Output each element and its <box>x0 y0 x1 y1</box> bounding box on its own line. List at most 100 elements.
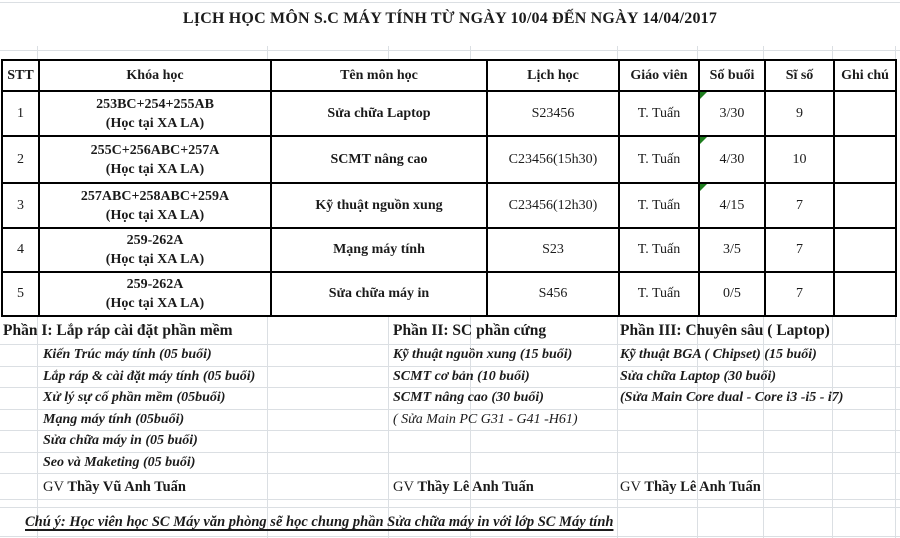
cell-lich-hoc: S23456 <box>486 90 620 137</box>
cell-giao-vien: T. Tuấn <box>618 90 700 137</box>
khoa-hoc-line2: (Học tại XA LA) <box>105 207 205 223</box>
gv-name: Thầy Lê Anh Tuấn <box>644 479 761 495</box>
col-header-ten-mon-hoc: Tên môn học <box>270 59 488 92</box>
so-buoi-value: 0/5 <box>723 286 741 301</box>
course-item: Mạng máy tính (05buổi) <box>43 411 185 427</box>
table-row: 4 259-262A (Học tại XA LA) Mạng máy tính… <box>1 227 897 273</box>
cell-ghi-chu <box>833 271 897 317</box>
cell-khoa-hoc: 257ABC+258ABC+259A (Học tại XA LA) <box>38 182 272 229</box>
instructor-line: GV Thầy Lê Anh Tuấn <box>393 475 534 499</box>
khoa-hoc-line1: 253BC+254+255AB <box>96 96 214 112</box>
col-header-khoa-hoc: Khóa học <box>38 59 272 92</box>
gv-name: Thầy Lê Anh Tuấn <box>417 479 534 495</box>
cell-ten-mon-hoc: Sửa chữa Laptop <box>270 90 488 137</box>
col-header-si-so: Sĩ số <box>764 59 835 92</box>
table-row: 2 255C+256ABC+257A (Học tại XA LA) SCMT … <box>1 135 897 184</box>
khoa-hoc-line1: 257ABC+258ABC+259A <box>80 188 230 204</box>
excel-error-flag-icon <box>701 138 707 144</box>
section-part2: Phần II: SC phần cứng Kỹ thuật nguồn xun… <box>393 318 615 430</box>
cell-ten-mon-hoc: Sửa chữa máy in <box>270 271 488 317</box>
cell-ghi-chu <box>833 135 897 184</box>
col-header-lich-hoc: Lịch học <box>486 59 620 92</box>
excel-error-flag-icon <box>701 93 707 99</box>
course-item: (Sửa Main Core dual - Core i3 -i5 - i7) <box>620 390 844 405</box>
gridline <box>0 452 900 453</box>
col-header-so-buoi: Số buổi <box>698 59 766 92</box>
gridline <box>0 50 900 51</box>
gridline <box>0 536 900 537</box>
instructor-line: GV Thầy Lê Anh Tuấn <box>620 475 761 499</box>
cell-so-buoi: 3/5 <box>698 227 766 273</box>
table-row: 1 253BC+254+255AB (Học tại XA LA) Sửa ch… <box>1 90 897 137</box>
note-line: Chú ý: Học viên học SC Máy văn phòng sẽ … <box>25 514 614 530</box>
instructor-line: GV Thầy Vũ Anh Tuấn <box>43 475 186 499</box>
course-item: SCMT nâng cao (30 buổi) <box>393 390 544 405</box>
col-header-stt: STT <box>1 59 40 92</box>
course-item: Kỹ thuật nguồn xung (15 buổi) <box>393 347 573 362</box>
course-item: Kiến Trúc máy tính (05 buổi) <box>43 347 212 362</box>
cell-giao-vien: T. Tuấn <box>618 182 700 229</box>
cell-lich-hoc: C23456(12h30) <box>486 182 620 229</box>
cell-ghi-chu <box>833 182 897 229</box>
cell-khoa-hoc: 259-262A (Học tại XA LA) <box>38 227 272 273</box>
cell-si-so: 7 <box>764 227 835 273</box>
section-heading: Phần II: SC phần cứng <box>393 322 547 339</box>
khoa-hoc-line1: 259-262A <box>126 233 184 248</box>
cell-lich-hoc: S456 <box>486 271 620 317</box>
section-heading: Phần I: Lắp ráp cài đặt phần mềm <box>3 322 233 339</box>
so-buoi-value: 3/5 <box>723 242 741 257</box>
cell-si-so: 9 <box>764 90 835 137</box>
cell-si-so: 7 <box>764 182 835 229</box>
cell-stt: 3 <box>1 182 40 229</box>
cell-so-buoi: 3/30 <box>698 90 766 137</box>
so-buoi-value: 4/30 <box>719 151 745 167</box>
schedule-table: STT Khóa học Tên môn học Lịch học Giáo v… <box>1 59 897 317</box>
cell-so-buoi: 4/15 <box>698 182 766 229</box>
table-row: 5 259-262A (Học tại XA LA) Sửa chữa máy … <box>1 271 897 317</box>
section-part1: Phần I: Lắp ráp cài đặt phần mềm Kiến Tr… <box>3 318 383 473</box>
gridline <box>0 473 900 474</box>
khoa-hoc-line1: 255C+256ABC+257A <box>90 142 220 158</box>
cell-khoa-hoc: 255C+256ABC+257A (Học tại XA LA) <box>38 135 272 184</box>
cell-si-so: 10 <box>764 135 835 184</box>
section-part3: Phần III: Chuyên sâu ( Laptop) Kỹ thuật … <box>620 318 898 409</box>
gridline <box>0 499 900 500</box>
cell-si-so: 7 <box>764 271 835 317</box>
khoa-hoc-line2: (Học tại XA LA) <box>105 296 205 311</box>
so-buoi-value: 3/30 <box>719 105 745 121</box>
cell-khoa-hoc: 259-262A (Học tại XA LA) <box>38 271 272 317</box>
cell-giao-vien: T. Tuấn <box>618 227 700 273</box>
gv-name: Thầy Vũ Anh Tuấn <box>67 479 186 495</box>
cell-stt: 1 <box>1 90 40 137</box>
cell-stt: 4 <box>1 227 40 273</box>
cell-ten-mon-hoc: SCMT nâng cao <box>270 135 488 184</box>
col-header-giao-vien: Giáo viên <box>618 59 700 92</box>
course-item: Seo và Maketing (05 buổi) <box>43 454 196 470</box>
gridline <box>0 409 900 410</box>
khoa-hoc-line2: (Học tại XA LA) <box>105 115 205 131</box>
gv-prefix: GV <box>43 479 64 495</box>
page-title: LỊCH HỌC MÔN S.C MÁY TÍNH TỪ NGÀY 10/04 … <box>182 10 718 27</box>
cell-stt: 5 <box>1 271 40 317</box>
cell-ghi-chu <box>833 227 897 273</box>
cell-so-buoi: 4/30 <box>698 135 766 184</box>
course-item: Kỹ thuật BGA ( Chipset) (15 buổi) <box>620 347 817 362</box>
gv-prefix: GV <box>620 479 641 495</box>
gridline <box>0 430 900 431</box>
header-row: STT Khóa học Tên môn học Lịch học Giáo v… <box>1 59 897 92</box>
cell-giao-vien: T. Tuấn <box>618 135 700 184</box>
excel-error-flag-icon <box>701 185 707 191</box>
table-row: 3 257ABC+258ABC+259A (Học tại XA LA) Kỹ … <box>1 182 897 229</box>
course-item: Lắp ráp & cài đặt máy tính (05 buổi) <box>43 368 256 384</box>
cell-so-buoi: 0/5 <box>698 271 766 317</box>
gridline <box>0 507 900 508</box>
gridline <box>0 344 900 345</box>
course-item: Sửa chữa Laptop (30 buổi) <box>620 368 777 384</box>
so-buoi-value: 4/15 <box>719 197 745 213</box>
khoa-hoc-line2: (Học tại XA LA) <box>105 161 205 177</box>
cell-ten-mon-hoc: Mạng máy tính <box>270 227 488 273</box>
cell-ten-mon-hoc: Kỹ thuật nguồn xung <box>270 182 488 229</box>
section-heading: Phần III: Chuyên sâu ( Laptop) <box>620 322 830 339</box>
gridline <box>0 366 900 367</box>
